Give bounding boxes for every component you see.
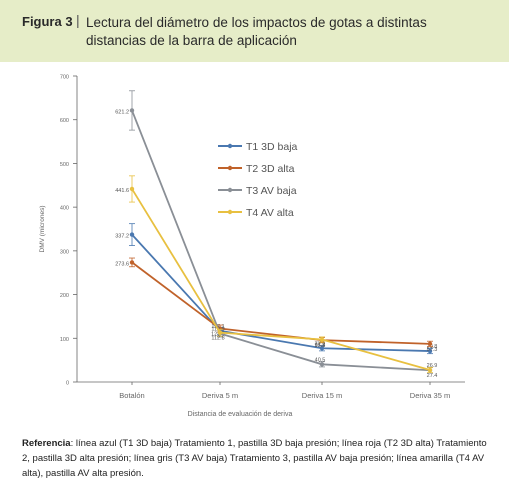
data-label: 273.6 — [115, 261, 129, 267]
caption-text: : línea azul (T1 3D baja) Tratamiento 1,… — [22, 438, 487, 479]
data-point — [129, 108, 135, 113]
y-tick-label: 500 — [60, 162, 69, 168]
data-point — [427, 341, 433, 347]
data-point — [129, 186, 135, 192]
data-label: 112.8 — [211, 336, 224, 342]
legend-label: T4 AV alta — [246, 207, 294, 219]
data-label: 40.5 — [315, 357, 326, 363]
data-label: 27.4 — [427, 373, 438, 379]
y-tick-label: 200 — [60, 293, 69, 299]
data-label: 337.2 — [115, 234, 129, 240]
data-label: 95.8 — [315, 343, 326, 349]
y-tick-label: 0 — [66, 381, 69, 387]
figure-separator: | — [76, 12, 80, 28]
figure-label: Figura 3 — [22, 14, 73, 29]
y-axis-title: DMV (micrones) — [39, 206, 46, 253]
data-label: 87.3 — [427, 347, 438, 353]
figure-caption: Referencia: línea azul (T1 3D baja) Trat… — [22, 436, 492, 481]
series-line — [131, 188, 431, 371]
y-tick-label: 600 — [60, 118, 69, 124]
x-tick-label: Deriva 15 m — [302, 391, 342, 400]
data-point — [319, 362, 325, 367]
data-point — [319, 346, 325, 351]
data-label: 97.2 — [315, 343, 326, 349]
x-tick-label: Deriva 5 m — [202, 391, 238, 400]
y-tick-label: 100 — [60, 337, 69, 343]
data-point — [319, 337, 325, 342]
figure-header: Figura 3 | Lectura del diámetro de los i… — [0, 0, 509, 62]
legend-label: T3 AV baja — [246, 185, 297, 197]
legend-label: T2 3D alta — [246, 163, 295, 175]
data-point — [217, 330, 223, 335]
data-point — [129, 232, 135, 237]
data-point — [427, 367, 433, 373]
line-chart: 0 100 200 300 400 500 600 700 Botalón Deriva 5 m D… — [39, 75, 465, 418]
data-label: 441.6 — [115, 188, 129, 194]
x-tick-label: Deriva 35 m — [410, 391, 450, 400]
series-line — [131, 110, 431, 372]
legend-label: T1 3D baja — [246, 141, 298, 153]
series-line — [131, 233, 431, 352]
data-point — [129, 260, 135, 265]
legend-marker — [227, 165, 233, 171]
y-tick-label: 700 — [60, 75, 69, 81]
series-line — [131, 261, 431, 345]
data-label: 122.3 — [211, 332, 225, 338]
y-tick-label: 400 — [60, 206, 69, 212]
legend-marker — [227, 187, 233, 193]
figure-title: Lectura del diámetro de los impactos de … — [86, 15, 427, 48]
data-label: 77.2 — [315, 341, 326, 347]
x-tick-label: Botalón — [119, 391, 144, 400]
data-label: 26.9 — [427, 363, 438, 369]
legend-marker — [227, 143, 233, 149]
data-point — [427, 348, 433, 354]
x-axis-title: Distancia de evaluación de deriva — [188, 411, 293, 418]
caption-lead: Referencia — [22, 438, 71, 449]
data-label: 70.8 — [427, 344, 438, 350]
data-label: 621.2 — [115, 109, 129, 115]
legend-marker — [227, 209, 233, 215]
y-tick-label: 300 — [60, 249, 69, 255]
